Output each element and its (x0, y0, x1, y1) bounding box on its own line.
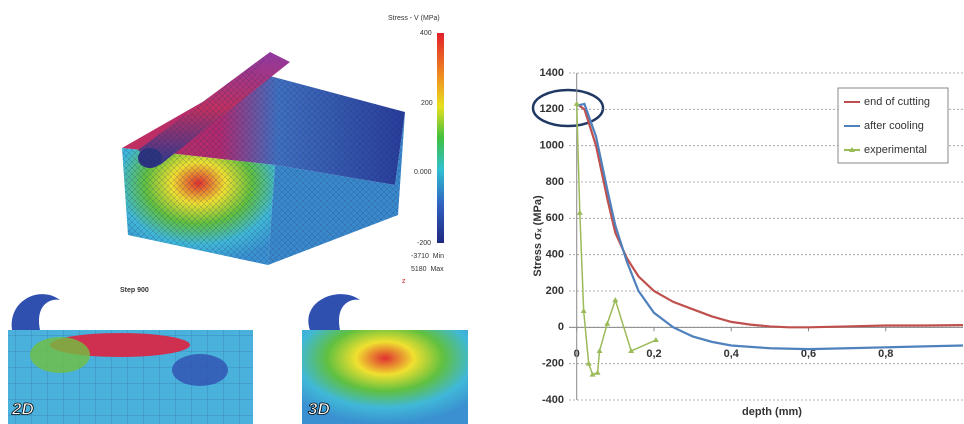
axis-marker: z (402, 278, 406, 285)
mesh (122, 52, 405, 265)
y-tick-label: 1200 (540, 103, 564, 115)
legend-label: after cooling (864, 120, 924, 132)
legend-marker (849, 147, 855, 152)
marker (612, 297, 619, 303)
colorbar (437, 33, 444, 243)
warm-zone (30, 337, 90, 373)
legend-label: end of cutting (864, 96, 930, 108)
y-tick-label: 0 (558, 321, 564, 333)
marker (576, 209, 583, 215)
series-line (576, 102, 964, 329)
y-tick-label: 1000 (540, 140, 564, 152)
x-tick-label: 0,2 (646, 348, 661, 360)
marker (573, 100, 580, 106)
legend-label: experimental (864, 144, 927, 156)
panel-3d (302, 330, 468, 424)
max-label: 5180 Max (411, 266, 444, 273)
x-axis-label: depth (mm) (742, 406, 802, 418)
marker (594, 369, 601, 375)
y-tick-label: 600 (546, 212, 564, 224)
chip-2d (11, 294, 60, 330)
highlight-ellipse (531, 88, 605, 128)
colorbar-title: Stress - V (MPa) (388, 15, 440, 22)
colorbar-tick: 200 (421, 100, 433, 107)
marker (585, 360, 592, 366)
y-tick-label: 400 (546, 249, 564, 261)
y-tick-label: -400 (542, 394, 564, 406)
x-tick-label: 0,6 (801, 348, 816, 360)
cold-zone (172, 354, 228, 386)
legend: end of cutting after cooling experimental (837, 87, 949, 164)
y-tick-label: 1400 (540, 67, 564, 79)
series-line (576, 102, 964, 351)
y-tick-label: 200 (546, 285, 564, 297)
panel-label: 3D (308, 399, 330, 418)
colorbar-tick: 0.000 (414, 169, 432, 176)
panel-label: 2D (11, 399, 34, 418)
marker (596, 347, 603, 353)
series-line (575, 103, 657, 376)
step-label: Step 900 (120, 287, 149, 294)
min-label: -3710 Min (411, 253, 444, 260)
marker (580, 307, 587, 313)
marker (652, 337, 659, 343)
y-tick-label: -200 (542, 358, 564, 370)
x-tick-label: 0,8 (878, 348, 893, 360)
colorbar-tick: 400 (420, 30, 432, 37)
fem-panel: Stress - V (MPa) 400 200 0.000 -200 -371… (8, 15, 468, 424)
marker (604, 320, 611, 326)
marker (628, 347, 635, 353)
colorbar-tick: -200 (417, 240, 431, 247)
y-axis-label: Stress σₓ (MPa) (532, 195, 544, 277)
x-tick-label: 0,4 (724, 348, 740, 360)
chart: -400-200020040060080010001200140000,20,4… (531, 67, 964, 418)
y-tick-label: 800 (546, 176, 564, 188)
marker (589, 371, 596, 377)
chip-3d (308, 294, 360, 330)
